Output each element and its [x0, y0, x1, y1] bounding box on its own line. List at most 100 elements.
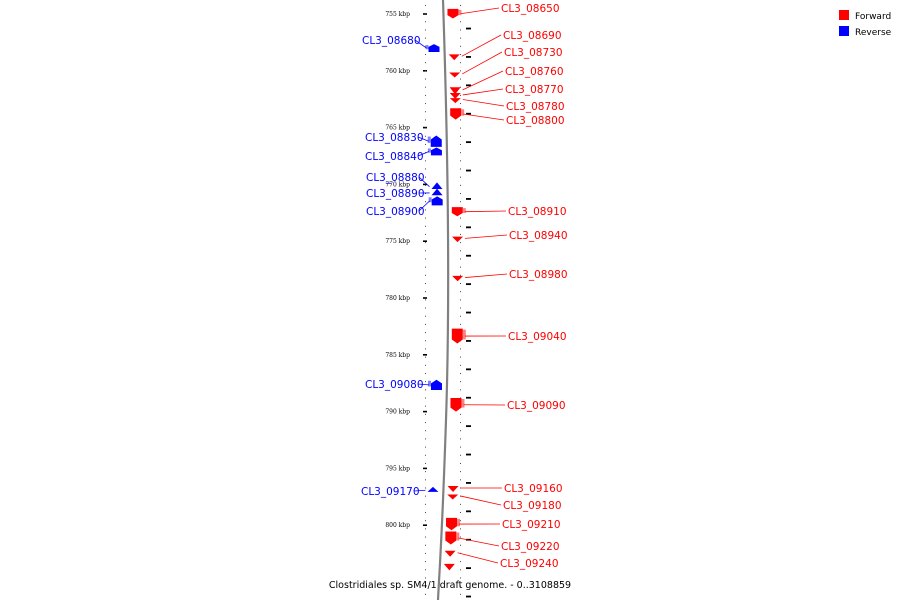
gene-feature[interactable]: CL3_09210: [446, 517, 561, 531]
gene-label-leader: [464, 210, 507, 213]
scale-tick-mark-right: [466, 453, 471, 456]
gene-label[interactable]: CL3_08780: [506, 101, 565, 113]
gene-arrow[interactable]: [431, 196, 443, 206]
gene-label[interactable]: CL3_08800: [506, 115, 565, 127]
scale-dot-left: [425, 528, 426, 530]
gene-arrow[interactable]: [446, 517, 458, 531]
gene-arrow[interactable]: [452, 236, 464, 243]
gene-label[interactable]: CL3_08830: [365, 132, 424, 144]
gene-arrow[interactable]: [431, 188, 443, 196]
gene-feature[interactable]: CL3_09040: [451, 328, 567, 344]
gene-arrow[interactable]: [451, 328, 463, 344]
scale-dot-left: [425, 4, 426, 6]
gene-label[interactable]: CL3_08650: [501, 3, 560, 15]
gene-label[interactable]: CL3_08980: [509, 269, 568, 281]
gene-label[interactable]: CL3_09170: [361, 486, 420, 498]
scale-dot-left: [425, 471, 426, 473]
scale-dot-left: [425, 111, 426, 113]
gene-arrow[interactable]: [428, 44, 440, 53]
gene-arrow[interactable]: [447, 494, 459, 500]
gene-arrow[interactable]: [430, 379, 442, 391]
gene-label[interactable]: CL3_09240: [500, 558, 559, 570]
gene-features[interactable]: CL3_08650 CL3_08680 CL3_08690 CL3_08730 CL3_…: [361, 3, 568, 571]
gene-feature[interactable]: CL3_08770: [449, 84, 564, 99]
gene-label[interactable]: CL3_08770: [505, 84, 564, 96]
gene-arrow[interactable]: [449, 98, 461, 104]
gene-label[interactable]: CL3_09160: [504, 483, 563, 495]
gene-feature[interactable]: CL3_09240: [444, 550, 559, 570]
gene-feature[interactable]: CL3_08830: [365, 132, 442, 147]
scale-dot-right: [460, 422, 461, 424]
gene-feature[interactable]: CL3_08780: [449, 98, 565, 113]
scale-dot-right: [460, 193, 461, 195]
gene-feature[interactable]: CL3_08730: [449, 47, 563, 78]
gene-label[interactable]: CL3_08690: [503, 30, 562, 42]
scale-dot-right: [460, 323, 461, 325]
gene-arrow[interactable]: [427, 486, 439, 492]
gene-label[interactable]: CL3_08940: [509, 230, 568, 242]
scale-dot-left: [425, 184, 426, 186]
gene-label[interactable]: CL3_09080: [365, 379, 424, 391]
gene-arrow[interactable]: [430, 135, 442, 147]
gene-label[interactable]: CL3_09090: [507, 400, 566, 412]
gene-label[interactable]: CL3_08910: [508, 206, 567, 218]
gene-label[interactable]: CL3_08900: [366, 206, 425, 218]
gene-feature[interactable]: CL3_08910: [451, 206, 567, 218]
gene-label[interactable]: CL3_08890: [366, 188, 425, 200]
gene-label[interactable]: CL3_09220: [501, 541, 560, 553]
gene-arrow[interactable]: [451, 207, 463, 217]
scale-dot-right: [460, 577, 461, 579]
scale-dot-right: [460, 430, 461, 432]
gene-arrow[interactable]: [431, 182, 443, 189]
gene-arrow[interactable]: [450, 397, 462, 412]
gene-feature[interactable]: CL3_08800: [450, 108, 565, 127]
gene-feature[interactable]: CL3_08690: [448, 30, 562, 61]
gene-arrow[interactable]: [448, 54, 460, 61]
gene-feature[interactable]: CL3_09170: [361, 486, 439, 498]
gene-label[interactable]: CL3_08880: [366, 172, 425, 184]
scale-tick-mark-right: [466, 482, 471, 484]
gene-feature[interactable]: CL3_08650: [447, 3, 560, 19]
gene-feature[interactable]: CL3_08900: [366, 196, 443, 218]
gene-arrow[interactable]: [447, 8, 459, 19]
gene-label[interactable]: CL3_09180: [503, 500, 562, 512]
gene-feature[interactable]: CL3_08940: [452, 230, 568, 243]
gene-feature[interactable]: CL3_09180: [447, 494, 562, 512]
gene-label[interactable]: CL3_08840: [365, 151, 424, 163]
scale-tick-mark-left: [423, 240, 427, 242]
gene-feature[interactable]: CL3_08840: [365, 147, 442, 163]
gene-arrow[interactable]: [450, 108, 462, 120]
gene-feature[interactable]: CL3_08680: [362, 35, 440, 53]
gene-label[interactable]: CL3_08680: [362, 35, 421, 47]
gene-arrow[interactable]: [443, 563, 455, 571]
gene-feature[interactable]: CL3_09220: [445, 531, 560, 553]
gene-arrow[interactable]: [449, 87, 461, 95]
scale-dot-left: [425, 315, 426, 317]
gene-arrow[interactable]: [449, 92, 461, 99]
scale-dot-right: [460, 70, 461, 72]
gene-feature[interactable]: CL3_08980: [452, 269, 568, 282]
gene-feature[interactable]: CL3_08760: [449, 66, 564, 95]
gene-arrow[interactable]: [452, 275, 464, 282]
gene-arrow[interactable]: [445, 531, 457, 545]
gene-label[interactable]: CL3_08730: [504, 47, 563, 59]
gene-arrow[interactable]: [449, 72, 461, 78]
gene-label[interactable]: CL3_09210: [502, 519, 561, 531]
gene-feature[interactable]: CL3_08890: [366, 188, 443, 200]
gene-feature[interactable]: CL3_09160: [447, 483, 563, 495]
gene-feature[interactable]: CL3_09090: [450, 397, 566, 412]
scale-dot-left: [425, 454, 426, 456]
gene-feature[interactable]: [443, 563, 455, 571]
gene-label-leader: [462, 70, 504, 91]
gene-arrow[interactable]: [447, 486, 459, 492]
gene-label[interactable]: CL3_09040: [508, 331, 567, 343]
gene-feature[interactable]: CL3_09080: [365, 379, 442, 391]
scale-dot-left: [425, 13, 426, 15]
gene-label-leader: [462, 99, 505, 107]
gene-arrow-shade: [427, 136, 431, 143]
gene-arrow[interactable]: [444, 550, 456, 557]
gene-label[interactable]: CL3_08760: [505, 66, 564, 78]
gene-feature[interactable]: CL3_08880: [366, 172, 443, 189]
gene-arrow[interactable]: [430, 147, 442, 156]
